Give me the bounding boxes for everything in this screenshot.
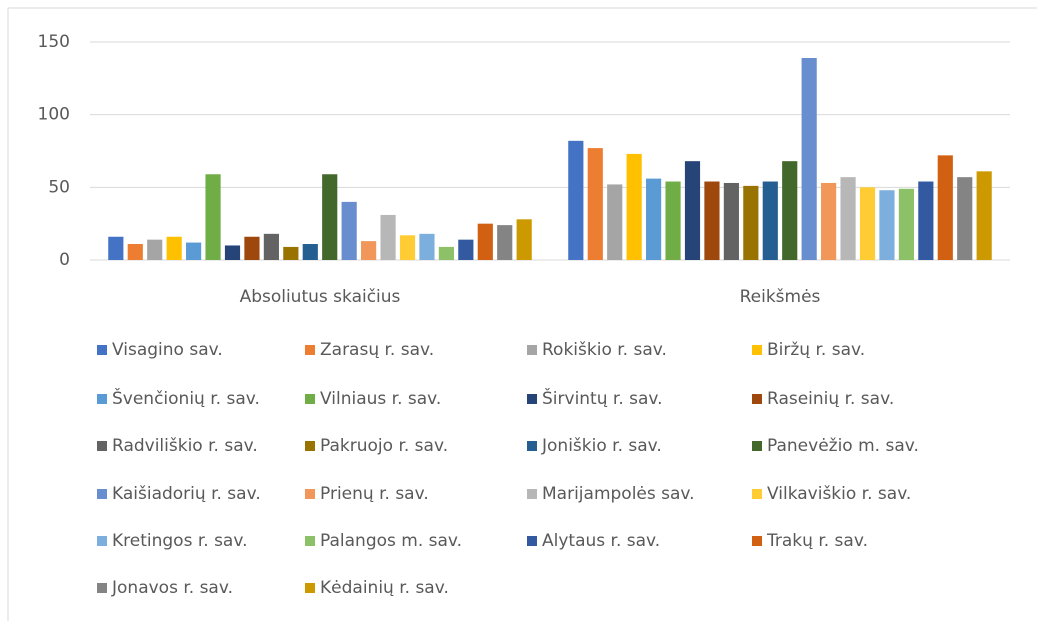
bar (263, 233, 279, 260)
legend-label: Pakruojo r. sav. (320, 436, 448, 456)
bar (587, 148, 603, 260)
legend-label: Vilkaviškio r. sav. (767, 484, 911, 504)
legend-swatch (527, 536, 537, 546)
bar (186, 242, 202, 260)
legend-label: Marijampolės sav. (542, 484, 695, 504)
legend-label: Visagino sav. (112, 340, 223, 360)
bar (704, 181, 720, 260)
legend-swatch (97, 583, 107, 593)
legend-swatch (752, 489, 762, 499)
bar (626, 153, 642, 260)
bar (205, 174, 221, 260)
legend-label: Kėdainių r. sav. (320, 578, 449, 598)
bar (322, 174, 338, 260)
bar (108, 236, 124, 260)
x-tick-label: Reikšmės (740, 287, 821, 307)
bar (399, 235, 416, 260)
y-tick-label: 150 (38, 32, 70, 52)
bar (821, 182, 837, 260)
bar (147, 239, 163, 260)
legend-label: Kretingos r. sav. (112, 531, 248, 551)
bar (859, 187, 876, 260)
bar (419, 233, 435, 260)
legend-swatch (752, 394, 762, 404)
legend-swatch (97, 394, 107, 404)
legend-swatch (305, 489, 315, 499)
bar (918, 181, 934, 260)
bar (879, 190, 895, 260)
bar (723, 182, 739, 260)
bar (302, 244, 318, 260)
legend-swatch (752, 441, 762, 451)
bar (762, 181, 778, 260)
legend-label: Vilniaus r. sav. (320, 389, 441, 409)
legend-swatch (527, 394, 537, 404)
bar (568, 140, 584, 260)
y-tick-label: 50 (48, 177, 70, 197)
bar (477, 223, 493, 260)
legend-label: Radviliškio r. sav. (112, 436, 258, 456)
legend-label: Raseinių r. sav. (767, 389, 894, 409)
legend-swatch (752, 345, 762, 355)
bar (743, 185, 759, 260)
bar (283, 246, 299, 260)
legend-label: Panevėžio m. sav. (767, 436, 919, 456)
legend-swatch (97, 345, 107, 355)
legend-label: Trakų r. sav. (766, 531, 868, 551)
bar (244, 236, 260, 260)
y-tick-label: 100 (38, 105, 70, 125)
legend-swatch (97, 489, 107, 499)
bar (684, 161, 701, 260)
y-tick-label: 0 (59, 250, 70, 270)
legend-swatch (97, 536, 107, 546)
legend-swatch (752, 536, 762, 546)
legend-label: Širvintų r. sav. (542, 387, 663, 409)
bar (516, 219, 532, 260)
legend-label: Palangos m. sav. (320, 531, 462, 551)
bar (898, 188, 914, 260)
bar (937, 155, 953, 260)
legend-label: Alytaus r. sav. (542, 531, 660, 551)
bar (438, 246, 454, 260)
legend-swatch (527, 489, 537, 499)
bar (665, 181, 681, 260)
bar (801, 57, 817, 261)
legend-label: Joniškio r. sav. (541, 436, 662, 456)
bar (646, 178, 662, 260)
legend-label: Rokiškio r. sav. (542, 340, 667, 360)
bar (840, 177, 856, 260)
bar (380, 214, 396, 260)
bar (127, 244, 143, 260)
legend-label: Jonavos r. sav. (111, 578, 233, 598)
legend-swatch (305, 345, 315, 355)
bar (458, 239, 474, 260)
legend-label: Prienų r. sav. (320, 484, 429, 504)
legend-swatch (97, 441, 107, 451)
legend-swatch (305, 441, 315, 451)
legend-label: Zarasų r. sav. (320, 340, 434, 360)
legend-label: Biržų r. sav. (767, 340, 865, 360)
bar (957, 177, 973, 260)
legend-swatch (305, 394, 315, 404)
legend-swatch (527, 441, 537, 451)
legend-label: Švenčionių r. sav. (112, 387, 260, 409)
bar (976, 171, 992, 260)
bar (607, 184, 623, 260)
legend-swatch (527, 345, 537, 355)
bar (782, 161, 798, 260)
legend-label: Kaišiadorių r. sav. (112, 484, 261, 504)
legend-swatch (305, 583, 315, 593)
legend-swatch (305, 536, 315, 546)
bar (224, 245, 241, 260)
bar (166, 236, 182, 260)
bar (341, 201, 357, 260)
bar (497, 225, 513, 260)
x-tick-label: Absoliutus skaičius (240, 287, 401, 307)
bar (361, 241, 377, 260)
